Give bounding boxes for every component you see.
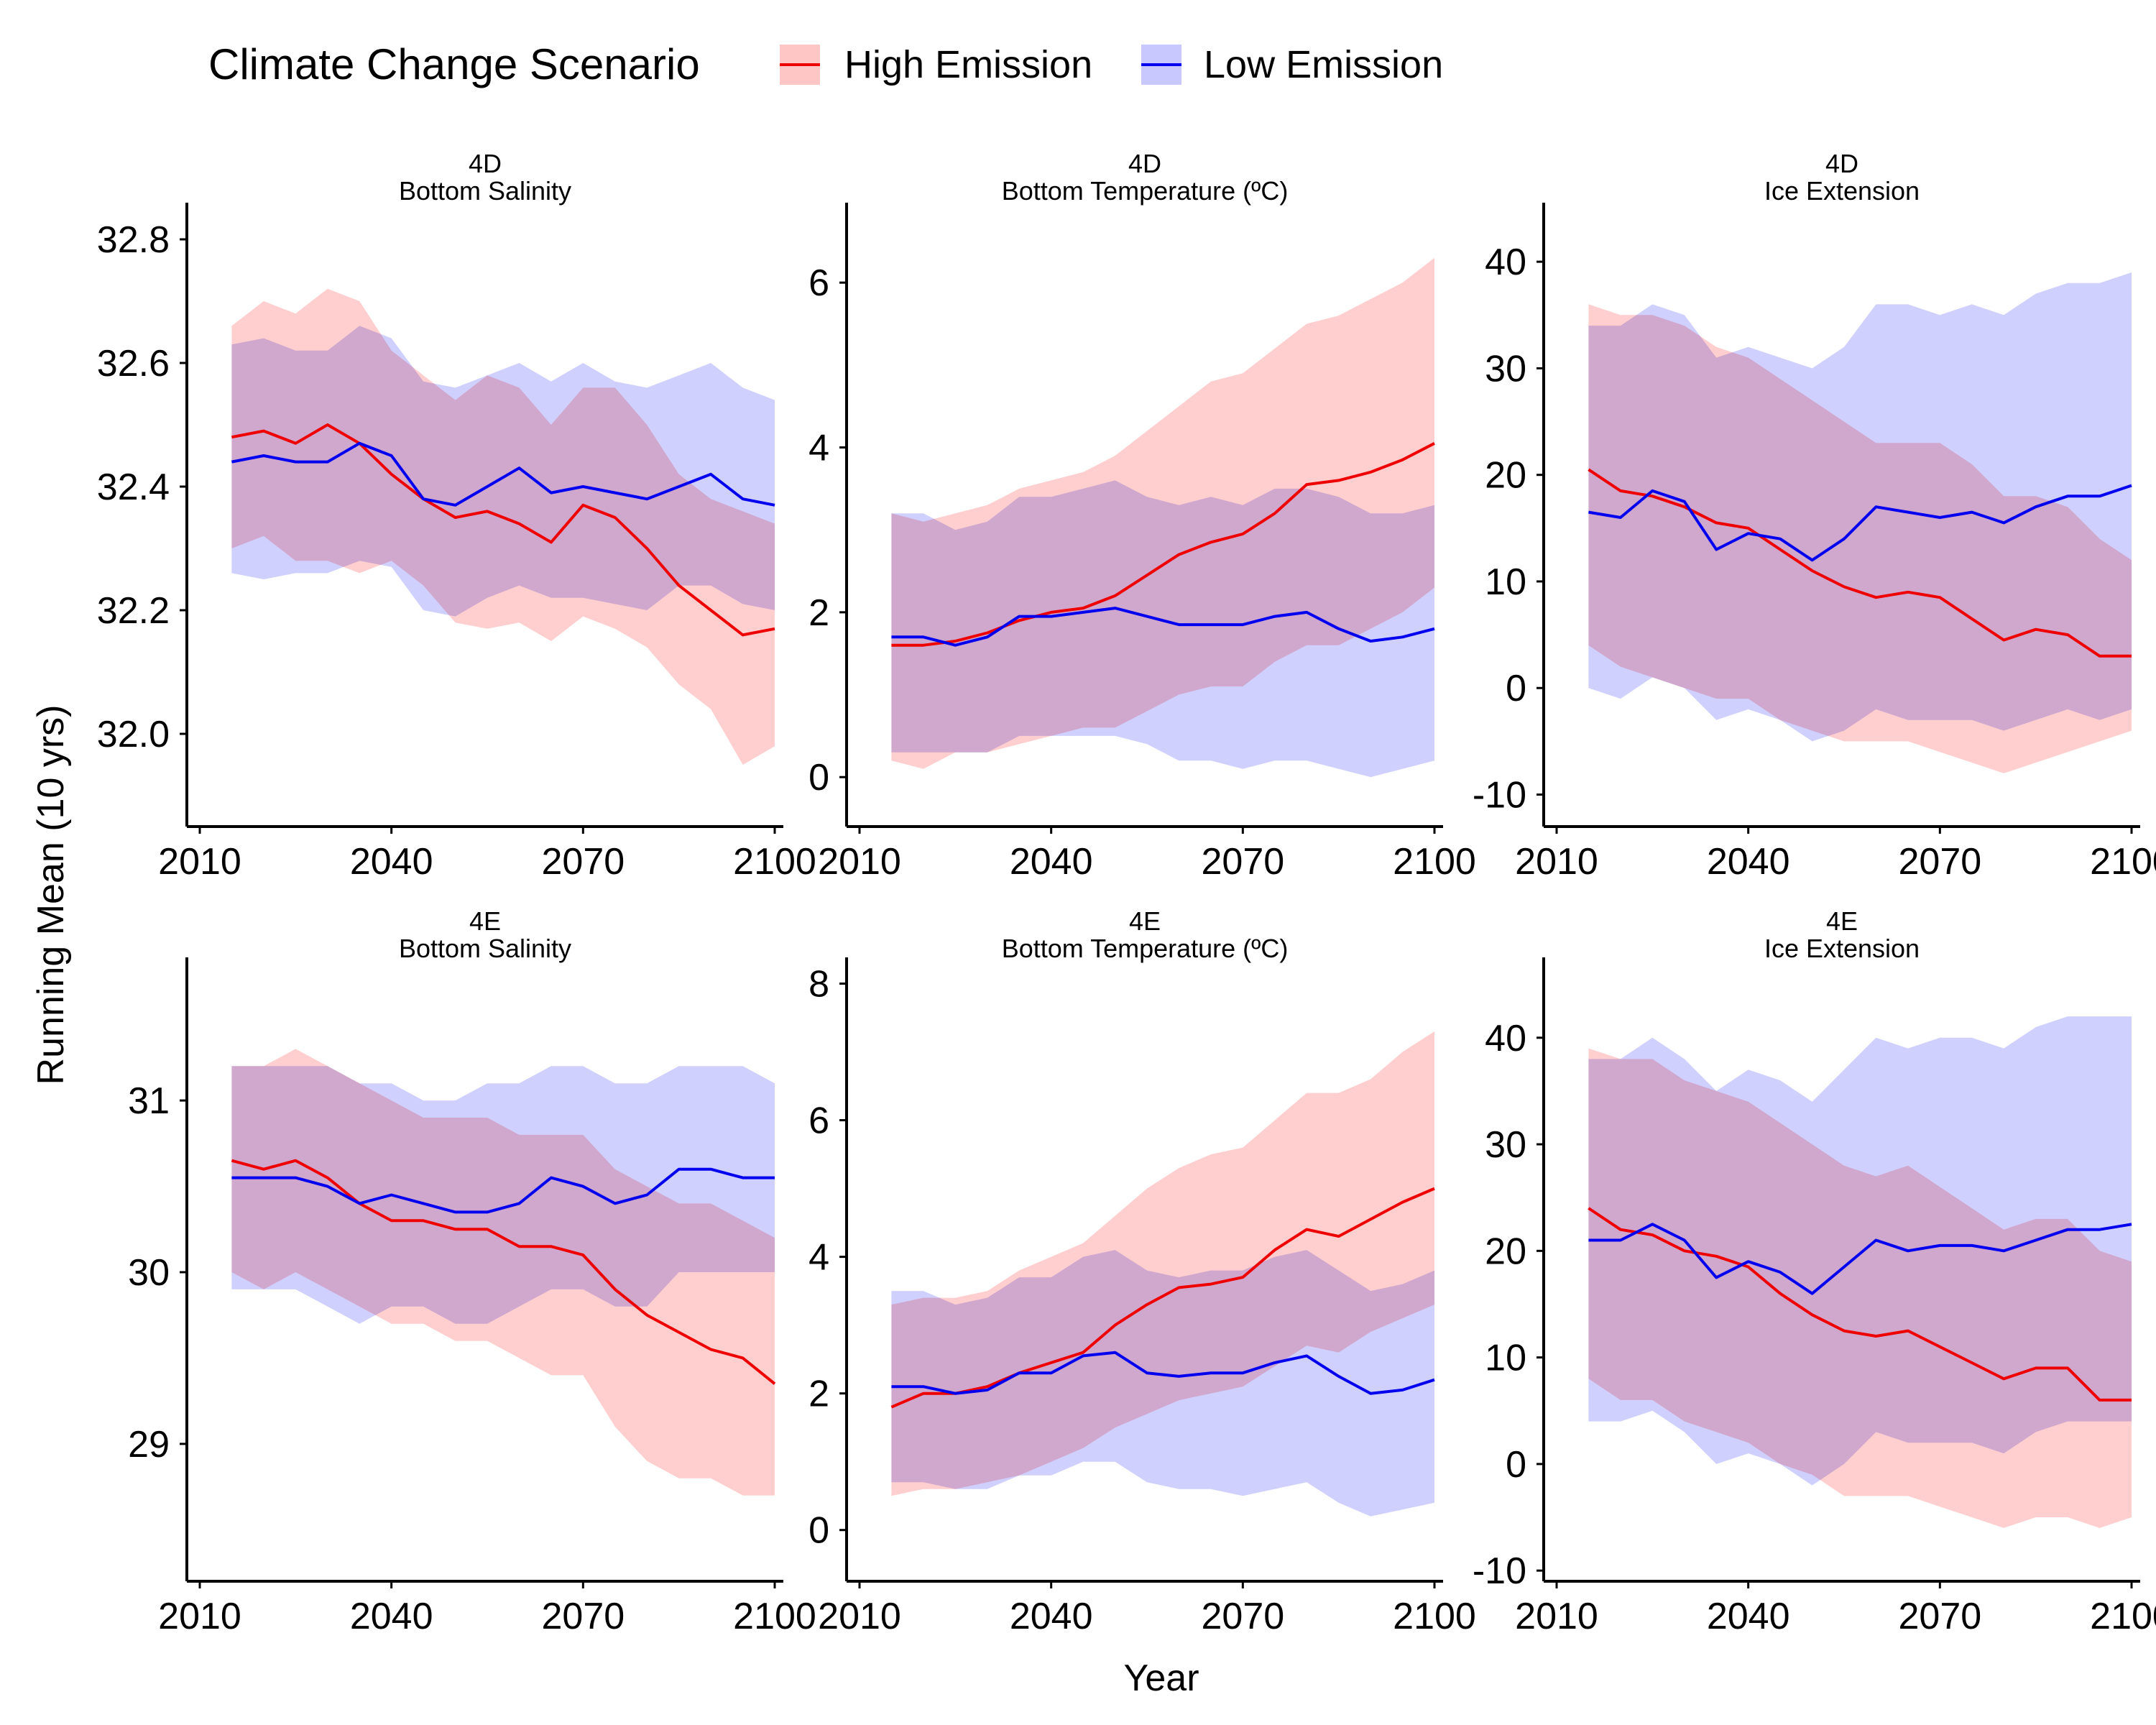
- y-tick-label: 32.6: [97, 343, 170, 385]
- panel-title: 4E: [469, 906, 501, 936]
- x-tick-label: 2070: [1201, 1596, 1284, 1637]
- y-tick-label: 40: [1485, 1018, 1526, 1059]
- y-tick-label: 8: [808, 964, 829, 1006]
- series-line-low-emission: [1588, 484, 2132, 562]
- legend: Climate Change Scenario High Emission Lo…: [208, 40, 1443, 88]
- y-tick-label: 10: [1485, 561, 1526, 603]
- legend-item-low-emission: Low Emission: [1141, 43, 1443, 86]
- x-tick-label: 2040: [1010, 841, 1093, 883]
- series-line-low-emission: [891, 1351, 1435, 1395]
- x-tick-label: 2010: [158, 841, 241, 883]
- series-line-high-emission: [891, 442, 1435, 647]
- ribbon-low-emission: [1588, 1016, 2132, 1486]
- x-tick-label: 2070: [541, 841, 625, 883]
- ribbon-low-emission: [231, 1066, 775, 1324]
- x-tick-label: 2100: [1393, 1596, 1476, 1637]
- panel-title: 4D: [1825, 149, 1858, 178]
- x-tick-label: 2010: [1515, 841, 1598, 883]
- y-tick-label: 30: [1485, 1124, 1526, 1166]
- y-tick-label: 40: [1485, 242, 1526, 283]
- legend-label-high-emission: High Emission: [844, 43, 1092, 86]
- x-tick-label: 2040: [1707, 1596, 1790, 1637]
- legend-title: Climate Change Scenario: [208, 40, 700, 88]
- y-tick-label: 2: [808, 592, 829, 634]
- x-axis-title: Year: [1123, 1657, 1199, 1699]
- ribbon-low-emission: [1588, 272, 2132, 742]
- x-tick-label: 2040: [1010, 1596, 1093, 1637]
- y-tick-label: 30: [1485, 348, 1526, 390]
- x-tick-label: 2040: [350, 1596, 433, 1637]
- ribbon-low-emission: [231, 326, 775, 617]
- series-line-low-emission: [1588, 1223, 2132, 1295]
- series-line-high-emission: [231, 1159, 776, 1385]
- panel-title: 4E: [1826, 906, 1858, 936]
- panel-title: 4E: [1129, 906, 1161, 936]
- y-tick-label: 29: [128, 1424, 170, 1466]
- y-tick-label: 32.0: [97, 714, 170, 755]
- series-line-high-emission: [890, 1187, 1435, 1409]
- legend-item-high-emission: High Emission: [780, 43, 1092, 86]
- y-tick-label: 6: [808, 1100, 829, 1142]
- x-tick-label: 2070: [1898, 1596, 1981, 1637]
- y-tick-label: -10: [1473, 775, 1526, 816]
- y-tick-label: 2: [808, 1374, 829, 1415]
- y-tick-label: 20: [1485, 455, 1526, 497]
- x-tick-label: 2010: [158, 1596, 241, 1637]
- panel-subtitle: Bottom Salinity: [399, 176, 571, 206]
- x-tick-label: 2070: [541, 1596, 625, 1637]
- series-line-low-emission: [891, 607, 1435, 647]
- x-tick-label: 2010: [1515, 1596, 1598, 1637]
- x-tick-label: 2070: [1201, 841, 1284, 883]
- series-line-high-emission: [1588, 1207, 2132, 1402]
- y-tick-label: 10: [1485, 1338, 1526, 1379]
- y-tick-label: 0: [1506, 668, 1526, 709]
- x-tick-label: 2010: [818, 841, 901, 883]
- panel-subtitle: Bottom Temperature (ºC): [1002, 176, 1289, 206]
- y-tick-label: 6: [808, 262, 829, 304]
- x-tick-label: 2100: [2090, 841, 2156, 883]
- panel-title: 4D: [1128, 149, 1161, 178]
- y-tick-label: 0: [1506, 1444, 1526, 1486]
- x-tick-label: 2070: [1898, 841, 1981, 883]
- x-tick-label: 2100: [733, 841, 816, 883]
- panel-subtitle: Bottom Salinity: [399, 934, 571, 963]
- panel-subtitle: Ice Extension: [1764, 176, 1920, 206]
- panel-title: 4D: [469, 149, 502, 178]
- x-tick-label: 2100: [2090, 1596, 2156, 1637]
- y-tick-label: 20: [1485, 1230, 1526, 1272]
- x-tick-label: 2100: [1393, 841, 1476, 883]
- y-tick-label: 32.2: [97, 590, 170, 632]
- series-line-high-emission: [1588, 468, 2132, 658]
- y-tick-label: 0: [808, 1510, 829, 1552]
- x-tick-label: 2010: [818, 1596, 901, 1637]
- ribbon-low-emission: [891, 480, 1434, 778]
- y-axis-title: Running Mean (10 yrs): [30, 705, 72, 1085]
- y-tick-label: 32.4: [97, 466, 170, 508]
- x-tick-label: 2100: [733, 1596, 816, 1637]
- y-tick-label: 32.8: [97, 219, 170, 261]
- panel-subtitle: Bottom Temperature (ºC): [1002, 934, 1289, 963]
- y-tick-label: 4: [808, 428, 829, 469]
- y-tick-label: -10: [1473, 1550, 1526, 1592]
- legend-label-low-emission: Low Emission: [1204, 43, 1443, 86]
- y-tick-label: 31: [128, 1080, 170, 1122]
- y-tick-label: 4: [808, 1237, 829, 1279]
- x-tick-label: 2040: [350, 841, 433, 883]
- x-tick-label: 2040: [1707, 841, 1790, 883]
- panel-subtitle: Ice Extension: [1764, 934, 1920, 963]
- y-tick-label: 0: [808, 757, 829, 799]
- series-line-low-emission: [231, 441, 775, 507]
- y-tick-label: 30: [128, 1252, 170, 1294]
- series-line-low-emission: [231, 1167, 775, 1214]
- series-line-high-emission: [231, 423, 775, 637]
- ribbon-low-emission: [891, 1250, 1434, 1517]
